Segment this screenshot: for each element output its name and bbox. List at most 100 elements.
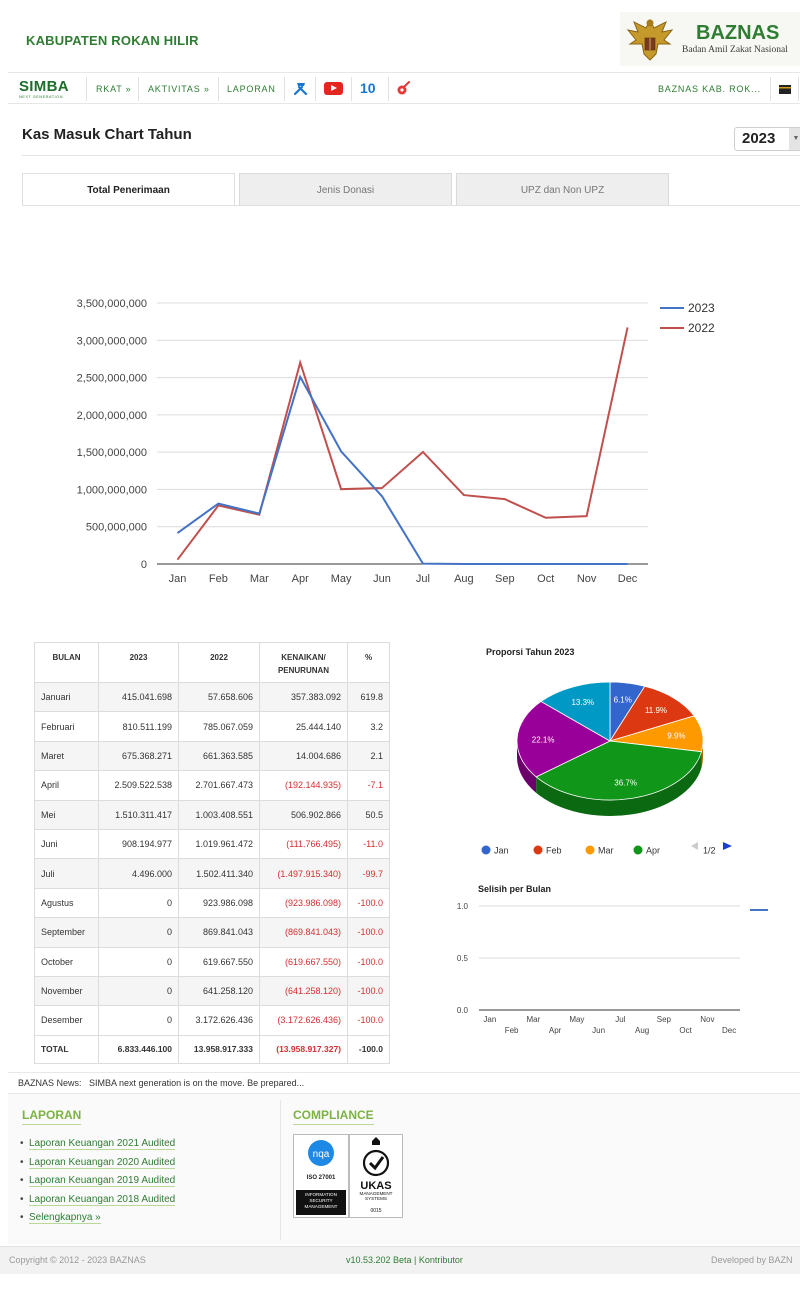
cell-2022: 1.003.408.551 <box>178 799 260 830</box>
bottom-bar: Copyright © 2012 - 2023 BAZNAS v10.53.20… <box>0 1246 800 1274</box>
cell-2023: 415.041.698 <box>98 681 179 713</box>
youtube-icon[interactable] <box>324 82 343 95</box>
list-item[interactable]: • Laporan Keuangan 2021 Audited <box>20 1138 176 1157</box>
nav-divider <box>388 77 389 101</box>
cell-2023: 0 <box>98 975 179 1007</box>
pie-label-apr: 36.7% <box>614 778 637 787</box>
bullet-icon: • <box>20 1175 24 1186</box>
line-chart: 0 500,000,000 1,000,000,000 1,500,000,000 2,… <box>77 298 715 585</box>
list-item[interactable]: • Laporan Keuangan 2018 Audited <box>20 1193 176 1213</box>
nav-laporan[interactable]: LAPORAN <box>227 84 276 94</box>
cell-2023: 0 <box>98 1005 179 1036</box>
tab-upz[interactable]: UPZ dan Non UPZ <box>456 173 669 206</box>
x-tick-label: Jan <box>483 1015 496 1024</box>
cell-bulan: April <box>34 770 99 801</box>
cell-selisih: (923.986.098) <box>259 887 348 919</box>
bullet-icon: • <box>20 1212 24 1223</box>
tabs-divider <box>22 205 800 206</box>
pie-label-jun: 13.3% <box>571 698 594 707</box>
kaaba-icon[interactable] <box>778 83 792 95</box>
cell-percent: -100.0 <box>347 946 390 977</box>
copyright: Copyright © 2012 - 2023 BAZNAS <box>9 1255 146 1265</box>
x-tick-label: Apr <box>292 573 309 585</box>
pie-label-feb: 11.9% <box>645 706 667 715</box>
tools-icon[interactable] <box>293 81 308 96</box>
ukas-number: 0015 <box>370 1208 381 1214</box>
y-tick-label: 3,500,000,000 <box>77 298 147 310</box>
news-text[interactable]: SIMBA next generation is on the move. Be… <box>89 1078 305 1088</box>
header-bulan: BULAN <box>34 642 99 683</box>
developed-by: Developed by BAZN <box>711 1255 793 1265</box>
nqa-standard: ISO 27001 <box>307 1175 336 1181</box>
nqa-circle <box>308 1140 334 1166</box>
tab-jenis-donasi[interactable]: Jenis Donasi <box>239 173 452 206</box>
tick-circle <box>362 1149 390 1177</box>
y-tick-label: 1.0 <box>457 902 469 911</box>
list-item[interactable]: • Laporan Keuangan 2019 Audited <box>20 1175 176 1194</box>
y-tick-label: 2,000,000,000 <box>77 410 147 422</box>
ukas-badge: UKAS MANAGEMENT SYSTEMS 0015 <box>360 1137 392 1214</box>
x-tick-label: Dec <box>618 573 638 585</box>
legend-page: 1/2 <box>703 846 716 856</box>
y-tick-label: 1,500,000,000 <box>77 447 147 459</box>
cell-bulan: October <box>34 946 99 977</box>
header-2023: 2023 <box>98 642 179 683</box>
cell-bulan: Agustus <box>34 887 99 919</box>
cell-bulan: September <box>34 917 99 948</box>
cell-2023: 1.510.311.417 <box>98 799 179 830</box>
rocket-icon[interactable] <box>396 81 411 96</box>
cell-selisih: (111.766.495) <box>259 828 348 860</box>
nav-user-account[interactable]: BAZNAS KAB. ROK... <box>658 84 761 94</box>
legend-label-mar: Mar <box>598 846 614 856</box>
cell-2023: 4.496.000 <box>98 858 179 889</box>
pie-slice-apr <box>535 740 702 801</box>
table-total-row: TOTAL 6.833.446.100 13.958.917.333 (13.9… <box>34 1034 390 1064</box>
header-kenaikan: KENAIKAN/ PENURUNAN <box>259 642 348 683</box>
x-tick-label: May <box>331 573 352 585</box>
table-row: Januari 415.041.698 57.658.606 357.383.092 6… <box>34 681 390 713</box>
list-item[interactable]: • Selengkapnya » <box>20 1212 175 1231</box>
baznas-logo[interactable]: BAZNAS Badan Amil Zakat Nasional <box>620 12 800 66</box>
tab-total-penerimaan[interactable]: Total Penerimaan <box>22 173 235 206</box>
news-label: BAZNAS News: <box>18 1078 82 1088</box>
nav-aktivitas[interactable]: AKTIVITAS » <box>148 84 210 94</box>
legend-label-jan: Jan <box>494 846 509 856</box>
nav-rkat[interactable]: RKAT » <box>96 84 132 94</box>
cell-bulan: Mei <box>34 799 99 830</box>
pie-label-mar: 9.9% <box>667 732 685 741</box>
cell-selisih: 357.383.092 <box>259 681 348 713</box>
simba-logo[interactable]: SIMBA NEXT GENERATION <box>19 79 69 99</box>
link-laporan-2020[interactable]: Laporan Keuangan 2020 Audited <box>29 1156 176 1169</box>
link-selengkapnya[interactable]: Selengkapnya » <box>29 1212 101 1224</box>
ten-badge[interactable]: 10 <box>360 80 376 96</box>
series-line-2022 <box>176 327 629 561</box>
cell-percent: -7.1 <box>347 770 390 801</box>
nav-divider <box>798 77 799 101</box>
cell-bulan: Februari <box>34 711 99 742</box>
laporan-heading: LAPORAN <box>22 1108 82 1125</box>
ukas-certificate[interactable]: UKAS MANAGEMENT SYSTEMS 0015 <box>349 1134 403 1218</box>
cell-bulan: Januari <box>34 681 99 713</box>
version-link[interactable]: v10.53.202 Beta | Kontributor <box>346 1255 463 1265</box>
cell-2023: 810.511.199 <box>98 711 179 742</box>
cell-selisih: 506.902.866 <box>259 799 348 830</box>
x-tick-label: May <box>569 1015 584 1024</box>
bullet-icon: • <box>20 1138 24 1149</box>
cell-selisih: (869.841.043) <box>259 917 348 948</box>
x-tick-label: Oct <box>537 573 554 585</box>
year-select-value: 2023 <box>742 130 776 147</box>
x-tick-label: Nov <box>577 573 597 585</box>
x-tick-label: Jul <box>416 573 430 585</box>
link-laporan-2018[interactable]: Laporan Keuangan 2018 Audited <box>29 1193 176 1206</box>
link-laporan-2019[interactable]: Laporan Keuangan 2019 Audited <box>29 1175 176 1187</box>
header-2022: 2022 <box>178 642 260 683</box>
nqa-certificate[interactable]: nqa ISO 27001 INFORMATION SECURITY MANAG… <box>293 1134 349 1218</box>
laporan-links: • Laporan Keuangan 2021 Audited • Laporan … <box>20 1138 176 1231</box>
link-laporan-2021[interactable]: Laporan Keuangan 2021 Audited <box>29 1138 176 1150</box>
list-item[interactable]: • Laporan Keuangan 2020 Audited <box>20 1156 176 1176</box>
cell-2023: 908.194.977 <box>98 828 179 860</box>
year-select[interactable]: 2023 ▼ <box>734 127 800 151</box>
nav-divider <box>315 77 316 101</box>
total-selisih: (13.958.917.327) <box>259 1034 348 1064</box>
cell-percent: -11.0 <box>347 828 390 860</box>
